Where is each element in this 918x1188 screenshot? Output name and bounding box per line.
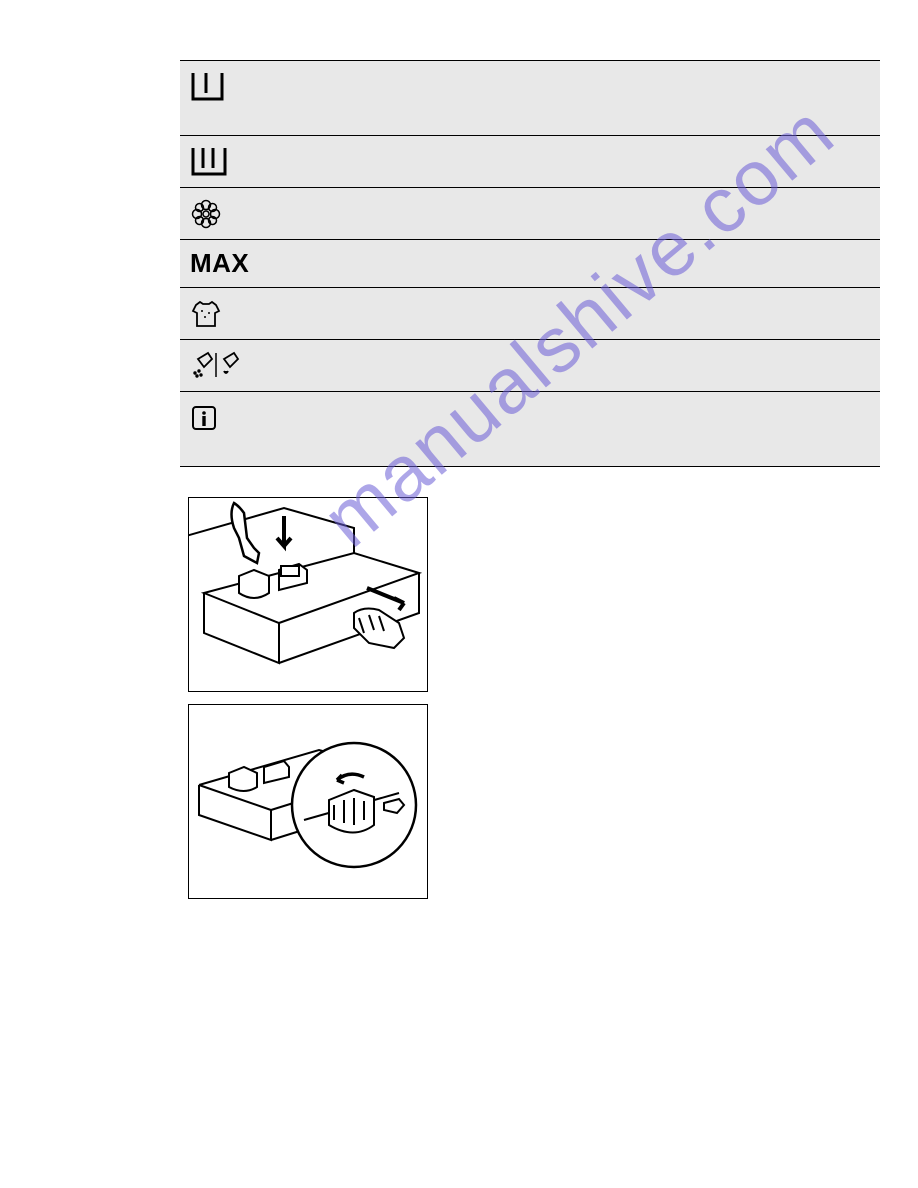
table-row bbox=[180, 340, 880, 392]
max-label: MAX bbox=[190, 248, 249, 279]
compartment-1-icon bbox=[190, 69, 235, 104]
instruction-diagrams bbox=[188, 497, 880, 899]
table-row bbox=[180, 392, 880, 467]
shirt-icon bbox=[190, 296, 235, 331]
table-row: MAX bbox=[180, 240, 880, 288]
table-row bbox=[180, 188, 880, 240]
compartment-2-icon bbox=[190, 144, 235, 179]
main-content: MAX bbox=[180, 60, 880, 911]
drawer-remove-diagram bbox=[188, 497, 428, 692]
flower-icon bbox=[190, 196, 235, 231]
info-icon bbox=[190, 400, 235, 435]
symbols-table: MAX bbox=[180, 60, 880, 467]
table-row bbox=[180, 288, 880, 340]
detergent-pour-icon bbox=[190, 348, 250, 383]
drawer-flap-diagram bbox=[188, 704, 428, 899]
table-row bbox=[180, 61, 880, 136]
table-row bbox=[180, 136, 880, 188]
